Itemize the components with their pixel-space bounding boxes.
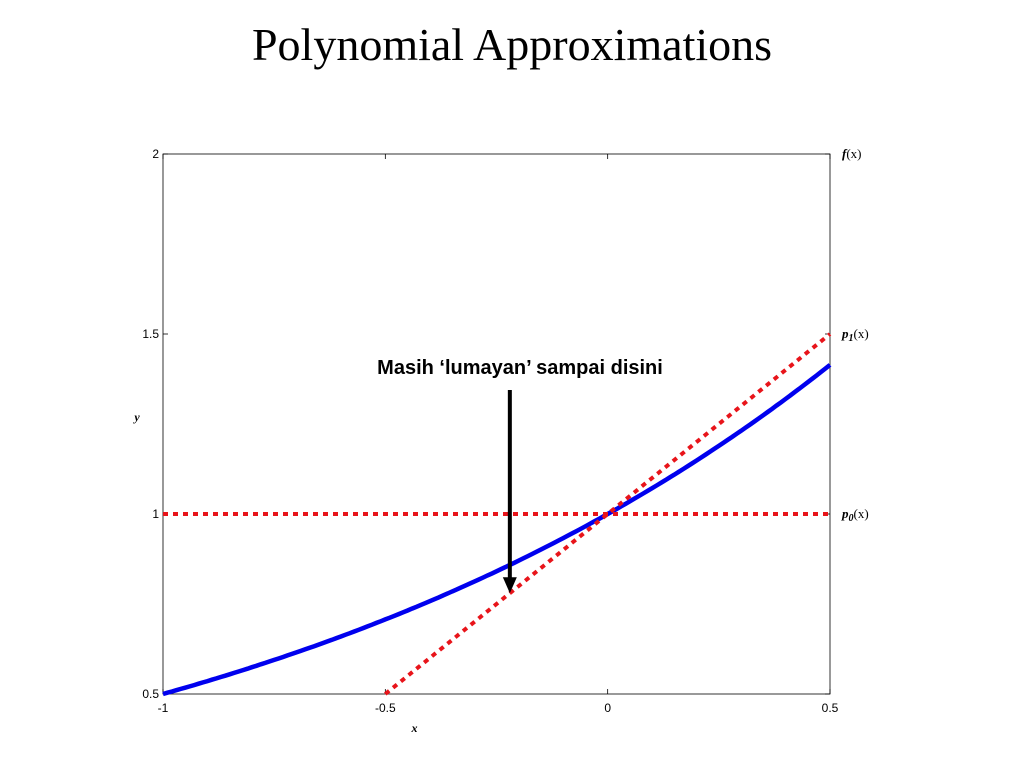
annotation-layer: Masih ‘lumayan’ sampai disini	[377, 357, 663, 594]
series-label-arg: (x)	[854, 326, 869, 341]
series-label-fn: p	[841, 506, 849, 521]
axis-ticks: -1 -0.5 0 0.5 0.5 1 1.5 2 x y	[132, 147, 838, 735]
series-label-fn: f	[842, 146, 848, 161]
y-tick-label: 1	[152, 507, 159, 521]
y-tick-label: 1.5	[142, 327, 159, 341]
x-axis-label: x	[411, 721, 418, 735]
x-tick-label: -1	[158, 701, 169, 715]
y-axis-label: y	[132, 410, 140, 424]
annotation-arrow-head	[502, 577, 517, 594]
series-label-1: p1(x)	[841, 326, 869, 344]
y-tick-label: 2	[152, 147, 159, 161]
slide-title: Polynomial Approximations	[251, 19, 773, 70]
plot-frame	[162, 153, 831, 695]
plot-area-border	[162, 153, 831, 695]
series-label-arg: (x)	[846, 146, 861, 161]
series-label-sub: 1	[849, 333, 854, 344]
series-label-fn: p	[841, 326, 849, 341]
series-label-arg: (x)	[854, 506, 869, 521]
x-tick-label: 0.5	[822, 701, 839, 715]
series-label-0: f(x)	[842, 146, 862, 161]
x-tick-label: 0	[604, 701, 611, 715]
series-line-0	[162, 363, 832, 697]
annotation-text: Masih ‘lumayan’ sampai disini	[377, 357, 663, 379]
series-label-sub: 0	[849, 513, 854, 524]
y-tick-label: 0.5	[142, 687, 159, 701]
series-labels: f(x)p1(x)p0(x)	[841, 146, 869, 524]
x-tick-label: -0.5	[375, 701, 396, 715]
series-layer	[162, 332, 832, 697]
series-label-2: p0(x)	[841, 506, 869, 524]
